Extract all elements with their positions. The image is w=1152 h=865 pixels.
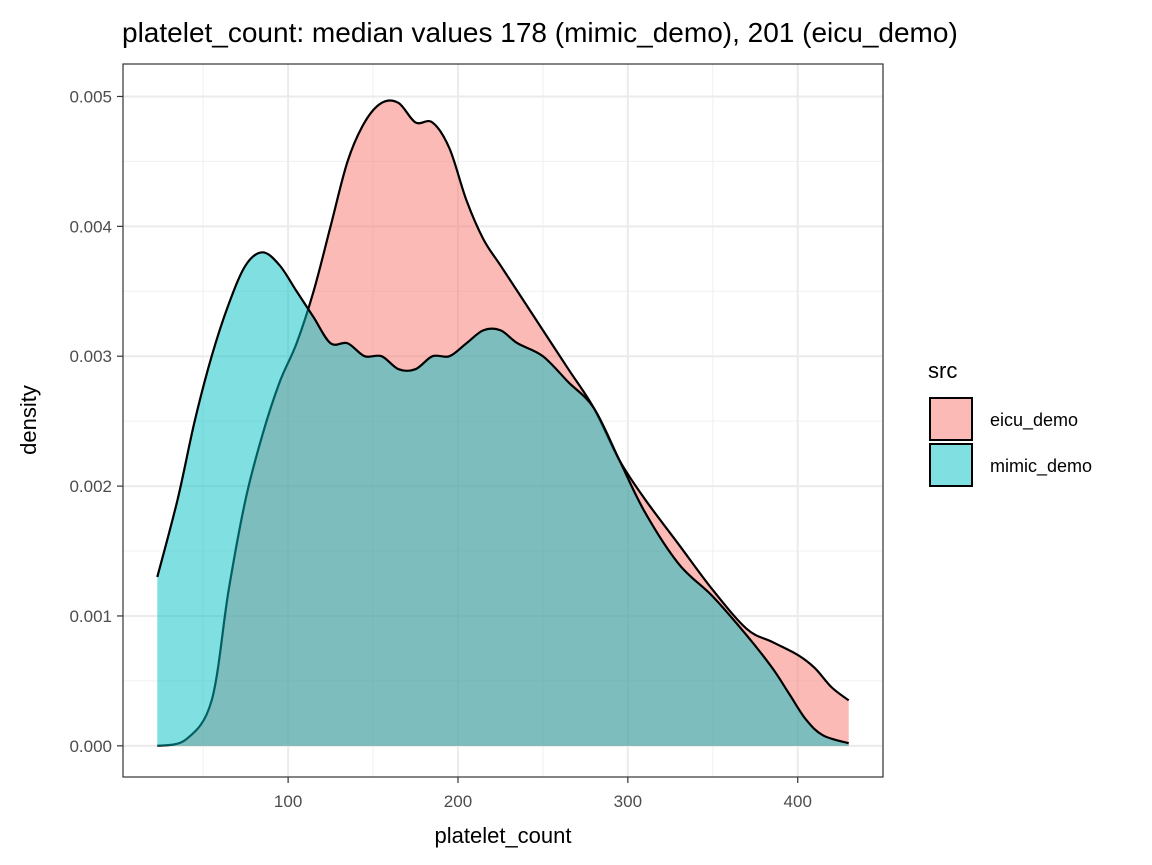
x-tick-label: 100	[274, 792, 302, 811]
x-tick-label: 400	[784, 792, 812, 811]
y-tick-label: 0.005	[69, 87, 112, 106]
density-line-mimic_demo	[156, 251, 850, 745]
y-axis-title: density	[16, 385, 41, 455]
panel-border	[122, 63, 884, 778]
x-tick-label: 300	[614, 792, 642, 811]
legend-swatch-eicu_demo	[929, 397, 973, 441]
legend-title: src	[928, 358, 957, 383]
legend-key-eicu_demo	[929, 397, 973, 441]
x-axis-title: platelet_count	[435, 823, 572, 848]
legend-label-eicu_demo: eicu_demo	[990, 410, 1078, 431]
y-tick-label: 0.002	[69, 477, 112, 496]
legend-label-mimic_demo: mimic_demo	[990, 456, 1092, 477]
chart-title: platelet_count: median values 178 (mimic…	[122, 17, 958, 48]
series-layer	[156, 99, 850, 747]
legend: src eicu_demo mimic_demo	[928, 358, 1092, 487]
y-tick-label: 0.000	[69, 737, 112, 756]
legend-key-mimic_demo	[929, 443, 973, 487]
y-axis: 0.000 0.001 0.002 0.003 0.004 0.005	[69, 87, 123, 756]
y-tick-label: 0.004	[69, 217, 112, 236]
x-axis: 100 200 300 400	[274, 777, 812, 811]
density-area-mimic_demo	[157, 252, 849, 746]
plot-panel	[122, 63, 884, 778]
legend-swatch-mimic_demo	[929, 443, 973, 487]
x-tick-label: 200	[444, 792, 472, 811]
y-tick-label: 0.001	[69, 607, 112, 626]
y-tick-label: 0.003	[69, 347, 112, 366]
